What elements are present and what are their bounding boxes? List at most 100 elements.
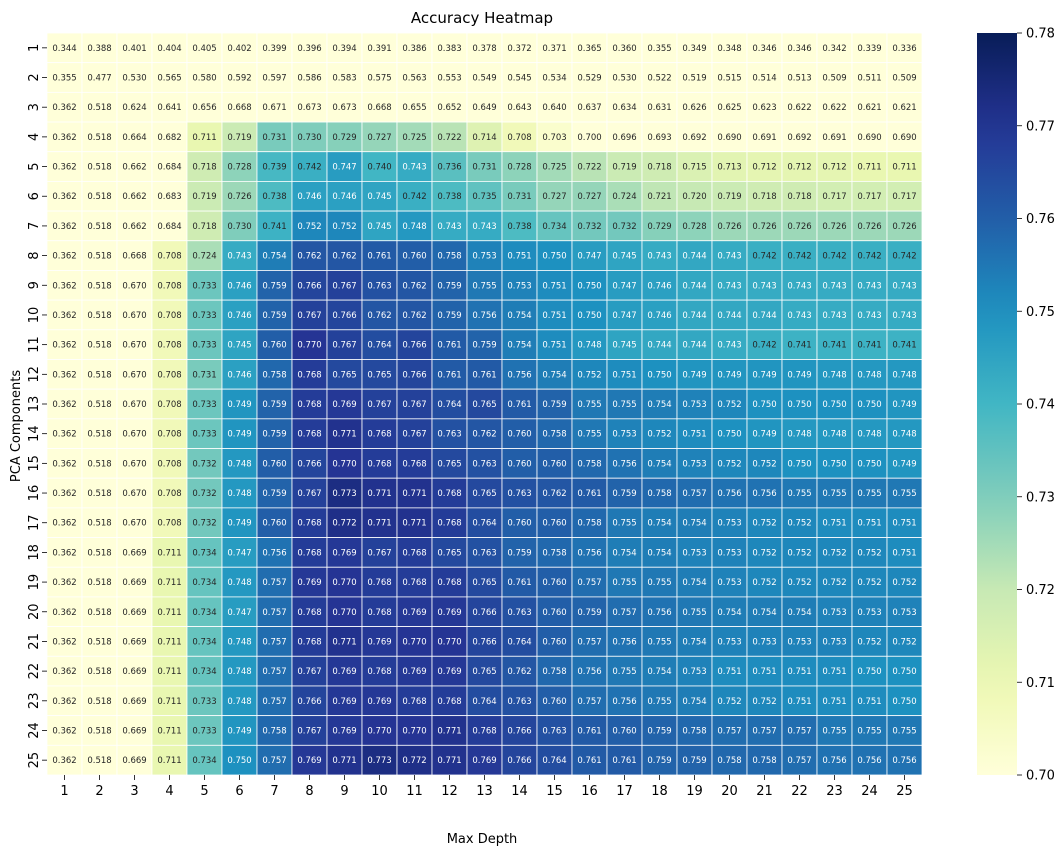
cell-value-label: 0.545 xyxy=(507,74,531,84)
cell-value-label: 0.748 xyxy=(227,637,251,647)
cell-value-label: 0.750 xyxy=(892,697,916,707)
cell-value-label: 0.518 xyxy=(87,489,111,499)
cell-value-label: 0.743 xyxy=(717,252,741,262)
heatmap-cell xyxy=(151,91,188,123)
cell-value-label: 0.743 xyxy=(892,281,916,291)
heatmap-cell xyxy=(816,151,853,182)
heatmap-cell xyxy=(186,655,223,687)
heatmap-cell xyxy=(221,32,258,64)
cell-value-label: 0.766 xyxy=(402,370,426,380)
heatmap-cell xyxy=(711,537,748,568)
heatmap-cell xyxy=(46,744,83,776)
heatmap-cell xyxy=(886,507,923,538)
x-tick-label: 9 xyxy=(340,784,348,799)
cell-value-label: 0.765 xyxy=(332,370,356,380)
cell-value-label: 0.753 xyxy=(787,637,811,647)
heatmap-cell xyxy=(746,299,783,331)
cell-value-label: 0.755 xyxy=(612,667,636,677)
cell-value-label: 0.717 xyxy=(892,192,916,202)
heatmap-cell xyxy=(851,151,888,182)
cell-value-label: 0.726 xyxy=(892,222,916,232)
cell-value-label: 0.761 xyxy=(507,578,531,588)
cell-value-label: 0.765 xyxy=(472,400,496,410)
cell-value-label: 0.769 xyxy=(472,756,496,766)
cell-value-label: 0.748 xyxy=(227,667,251,677)
cell-value-label: 0.402 xyxy=(227,44,251,54)
heatmap-cell xyxy=(851,715,888,746)
cell-value-label: 0.529 xyxy=(577,74,601,84)
heatmap-cell xyxy=(571,418,608,449)
cell-value-label: 0.764 xyxy=(367,341,391,351)
cell-value-label: 0.758 xyxy=(542,430,566,440)
cell-value-label: 0.765 xyxy=(437,459,461,469)
cell-value-label: 0.759 xyxy=(577,608,601,618)
heatmap-cell xyxy=(746,477,783,509)
x-tick-label: 2 xyxy=(95,784,103,799)
cell-value-label: 0.752 xyxy=(857,578,881,588)
cell-value-label: 0.758 xyxy=(437,252,461,262)
cell-value-label: 0.763 xyxy=(472,459,496,469)
heatmap-cell xyxy=(606,270,643,301)
cell-value-label: 0.756 xyxy=(822,756,846,766)
heatmap-cell xyxy=(186,210,223,242)
cell-value-label: 0.761 xyxy=(577,489,601,499)
cell-value-label: 0.754 xyxy=(507,311,531,321)
cell-value-label: 0.752 xyxy=(717,697,741,707)
cell-value-label: 0.758 xyxy=(577,459,601,469)
heatmap-cell xyxy=(151,744,188,776)
cell-value-label: 0.592 xyxy=(227,74,251,84)
y-tick-label: 25 xyxy=(27,752,42,769)
cell-value-label: 0.690 xyxy=(717,133,741,143)
cell-value-label: 0.757 xyxy=(577,637,601,647)
cell-value-label: 0.724 xyxy=(612,192,636,202)
cell-value-label: 0.719 xyxy=(227,133,251,143)
cell-value-label: 0.727 xyxy=(367,133,391,143)
cell-value-label: 0.733 xyxy=(192,400,216,410)
cell-value-label: 0.718 xyxy=(787,192,811,202)
heatmap-cell xyxy=(431,448,468,479)
cell-value-label: 0.750 xyxy=(752,400,776,410)
heatmap-cell xyxy=(886,359,923,390)
cell-value-label: 0.760 xyxy=(542,637,566,647)
heatmap-cell xyxy=(676,32,713,64)
cell-value-label: 0.404 xyxy=(157,44,181,54)
heatmap-cell xyxy=(781,744,818,776)
cell-value-label: 0.718 xyxy=(192,163,216,173)
cell-value-label: 0.768 xyxy=(297,548,321,558)
cell-value-label: 0.749 xyxy=(227,519,251,529)
cell-value-label: 0.563 xyxy=(402,74,426,84)
heatmap-cell xyxy=(81,270,118,301)
cell-value-label: 0.754 xyxy=(262,252,286,262)
heatmap-cell xyxy=(466,329,503,360)
heatmap-cell xyxy=(606,477,643,509)
cell-value-label: 0.580 xyxy=(192,74,216,84)
cell-value-label: 0.767 xyxy=(367,400,391,410)
cell-value-label: 0.518 xyxy=(87,726,111,736)
cell-value-label: 0.753 xyxy=(717,637,741,647)
cell-value-label: 0.731 xyxy=(507,192,531,202)
cell-value-label: 0.754 xyxy=(717,608,741,618)
heatmap-cell xyxy=(641,32,678,64)
heatmap-cell xyxy=(571,477,608,509)
cell-value-label: 0.768 xyxy=(367,608,391,618)
cell-value-label: 0.703 xyxy=(542,133,566,143)
cell-value-label: 0.711 xyxy=(157,608,181,618)
heatmap-cell xyxy=(711,299,748,331)
cell-value-label: 0.759 xyxy=(262,311,286,321)
cell-value-label: 0.747 xyxy=(612,311,636,321)
cell-value-label: 0.763 xyxy=(507,608,531,618)
heatmap-cell xyxy=(116,477,153,509)
cell-value-label: 0.731 xyxy=(472,163,496,173)
cell-value-label: 0.759 xyxy=(647,726,671,736)
heatmap-cell xyxy=(536,596,573,627)
heatmap-cell xyxy=(641,270,678,301)
cell-value-label: 0.752 xyxy=(857,637,881,647)
heatmap-cell xyxy=(256,537,293,568)
heatmap-cell xyxy=(781,655,818,687)
cell-value-label: 0.767 xyxy=(297,311,321,321)
cell-value-label: 0.770 xyxy=(332,578,356,588)
cell-value-label: 0.773 xyxy=(332,489,356,499)
cell-value-label: 0.750 xyxy=(577,281,601,291)
heatmap-cell xyxy=(816,62,853,93)
cell-value-label: 0.625 xyxy=(717,103,741,113)
